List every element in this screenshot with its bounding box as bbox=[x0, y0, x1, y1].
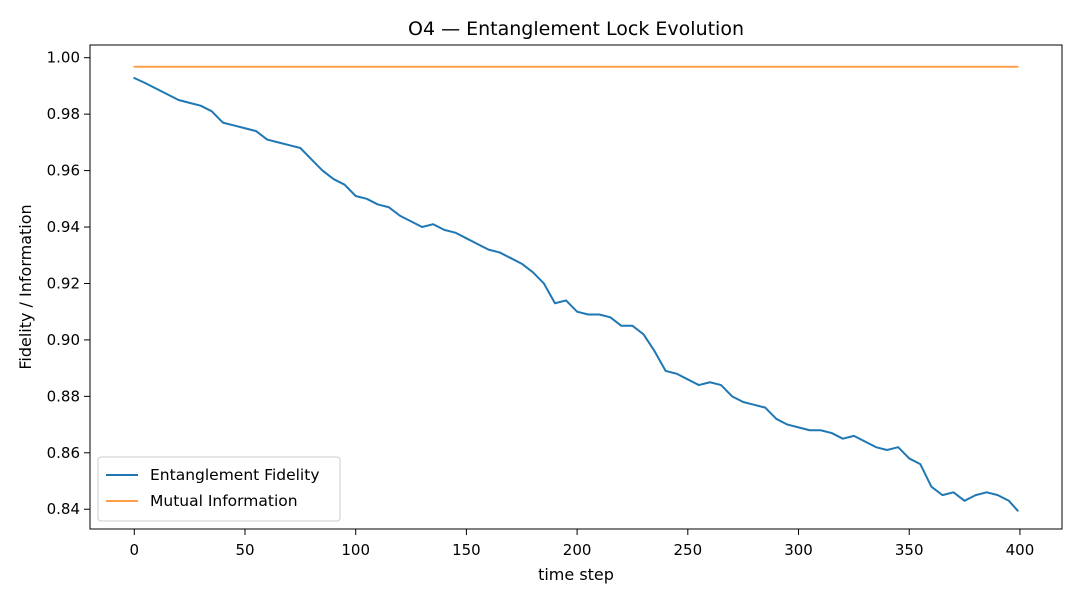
y-axis-label: Fidelity / Information bbox=[16, 204, 35, 369]
y-tick-label: 0.98 bbox=[47, 105, 80, 123]
legend: Entanglement Fidelity Mutual Information bbox=[97, 456, 341, 522]
x-tick-label: 200 bbox=[563, 541, 592, 559]
legend-box bbox=[97, 456, 341, 522]
y-axis: 0.84 0.86 0.88 0.90 0.92 0.94 0.96 0.98 1.00 bbox=[47, 49, 90, 518]
x-tick-label: 100 bbox=[341, 541, 370, 559]
y-tick-label: 0.90 bbox=[47, 331, 80, 349]
y-tick-label: 0.84 bbox=[47, 500, 80, 518]
x-tick-label: 250 bbox=[673, 541, 702, 559]
x-tick-label: 150 bbox=[452, 541, 481, 559]
legend-entry-label: Entanglement Fidelity bbox=[150, 466, 320, 484]
series-line-1 bbox=[133, 77, 1019, 512]
x-axis: 0 50 100 150 200 250 300 350 400 bbox=[130, 529, 1035, 559]
x-tick-label: 400 bbox=[1006, 541, 1035, 559]
x-tick-label: 300 bbox=[784, 541, 813, 559]
y-tick-label: 0.92 bbox=[47, 274, 80, 292]
chart-title: O4 — Entanglement Lock Evolution bbox=[408, 18, 744, 40]
y-tick-label: 0.86 bbox=[47, 444, 80, 462]
legend-entry-label: Mutual Information bbox=[150, 492, 298, 510]
y-tick-label: 0.94 bbox=[47, 218, 80, 236]
x-tick-label: 0 bbox=[130, 541, 140, 559]
y-tick-label: 1.00 bbox=[47, 49, 80, 67]
plot-frame bbox=[89, 44, 1063, 530]
x-axis-label: time step bbox=[538, 565, 614, 584]
x-tick-label: 350 bbox=[895, 541, 924, 559]
x-tick-label: 50 bbox=[235, 541, 254, 559]
y-tick-label: 0.88 bbox=[47, 387, 80, 405]
y-tick-label: 0.96 bbox=[47, 162, 80, 180]
plot-area bbox=[133, 65, 1019, 512]
